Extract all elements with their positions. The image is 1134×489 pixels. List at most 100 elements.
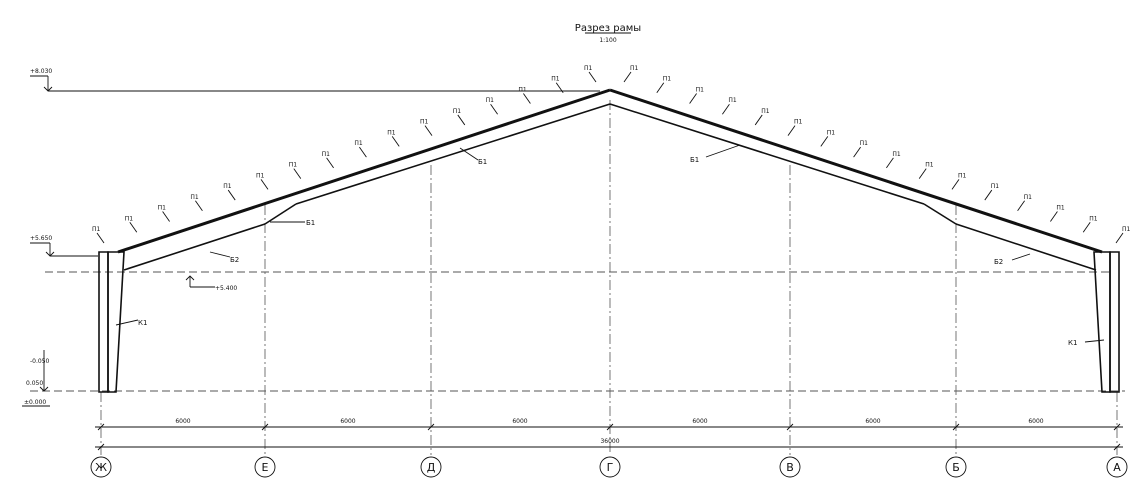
axis-label-d: Д [427,461,436,474]
level-base-text: 0.050 [26,380,43,387]
left-rafter-upper-label: Б1 [478,158,487,166]
axis-label-v: В [786,461,794,474]
purlin-leader [820,136,829,147]
purlin-leader [490,103,498,115]
purlin-label: П1 [630,65,639,72]
right-column: К1 [1068,251,1120,393]
left-joint-label: Б1 [306,219,315,227]
left-column-label: К1 [138,319,147,327]
purlin-leader [326,157,334,169]
purlin-leader [588,71,597,83]
level-zero-text: ±0.000 [24,399,46,406]
level-mark-eave: +5.650 [30,235,98,257]
level-mark-ridge: +8.030 [30,68,52,92]
purlin-leader [1082,222,1091,233]
purlin-label: П1 [387,129,396,136]
level-ridge-text: +8.030 [30,68,52,75]
axis-label-b: Б [952,461,960,474]
axis-marker-v: В [779,456,801,478]
axis-marker-d: Д [420,456,442,478]
purlin-leader [391,136,400,147]
level-eave-text: +5.650 [30,235,52,242]
purlin-label: П1 [1089,215,1098,222]
axis-marker-zh: Ж [90,456,112,478]
purlin-label: П1 [486,97,495,104]
purlin-label: П1 [925,162,934,169]
purlin-label: П1 [420,119,429,126]
axis-label-e: Е [262,461,269,474]
purlin-leader [623,71,632,83]
purlin-label: П1 [92,226,101,233]
level-mark-under-truss: +5.400 [185,275,237,292]
purlin-label: П1 [354,140,363,147]
left-rafter: Б1 Б2 Б1 [117,88,611,271]
purlin-label: П1 [696,86,705,93]
purlin-label: П1 [1056,205,1065,212]
purlin-leader [951,179,960,190]
purlin-leader [886,157,894,169]
purlin-label: П1 [663,76,672,83]
purlin-leader [162,211,170,222]
purlin-leader [984,189,993,201]
axis-markers: Ж Е Д Г В Б А [90,456,1128,478]
purlin-leader [689,93,697,104]
purlin-leader [754,114,763,126]
purlin-label: П1 [158,205,167,212]
purlin-label: П1 [256,172,265,179]
right-rafter: Б1 Б2 [609,88,1103,271]
level-under-truss-text: +5.400 [215,285,237,292]
dim-bay-3: 6000 [512,418,527,425]
purlin-label: П1 [453,108,462,115]
purlin-label: П1 [518,86,527,93]
purlin-leader [227,189,236,201]
right-rafter-upper-label: Б1 [690,156,699,164]
purlin-label: П1 [125,215,134,222]
purlin-leader [96,232,105,244]
dim-bay-6: 6000 [1028,418,1043,425]
purlin-leader [457,114,466,126]
purlin-leader [424,125,433,136]
purlin-leader [853,146,861,158]
left-column: К1 [98,251,147,393]
drawing-title: Разрез рамы [575,23,641,34]
purlin-label: П1 [1122,226,1131,233]
purlin-leader [1017,200,1025,212]
purlin-label: П1 [794,119,803,126]
purlin-label: П1 [991,183,1000,190]
purlin-leader [195,200,203,212]
grid-axis-lines [100,100,1118,455]
purlin-label: П1 [289,162,298,169]
purlin-leader [523,93,531,104]
purlin-label: П1 [958,172,967,179]
purlin-leader [293,168,302,179]
right-column-label: К1 [1068,339,1077,347]
dim-bay-5: 6000 [865,418,880,425]
axis-label-zh: Ж [95,461,107,474]
dim-total: 36000 [600,438,619,445]
purlin-label: П1 [190,194,199,201]
left-rafter-lower-label: Б2 [230,256,239,264]
axis-marker-g: Г [599,456,621,478]
purlins-right: П1 П1 П1 П1 П1 П1 П1 П1 П1 П1 П1 П1 П1 П1 П1 П1 [623,65,1131,244]
purlin-leader [260,179,269,190]
purlin-label: П1 [827,129,836,136]
level-mark-zero: -0.050 0.050 ±0.000 [22,350,50,407]
purlin-leader [359,146,367,158]
purlins-left: П1 П1 П1 П1 П1 П1 П1 П1 П1 П1 П1 П1 П1 П1 П1 П1 [92,65,597,244]
purlin-leader [722,103,730,115]
purlin-label: П1 [1024,194,1033,201]
purlin-leader [555,82,564,93]
dim-bay-1: 6000 [175,418,190,425]
axis-label-a: А [1113,461,1121,474]
purlin-label: П1 [761,108,770,115]
axis-marker-e: Е [254,456,276,478]
level-ground-text: -0.050 [30,358,50,365]
right-rafter-lower-label: Б2 [994,258,1003,266]
purlin-leader [129,222,138,233]
purlin-label: П1 [728,97,737,104]
axis-label-g: Г [607,461,614,474]
dim-bay-4: 6000 [692,418,707,425]
purlin-label: П1 [551,76,560,83]
purlin-label: П1 [223,183,232,190]
